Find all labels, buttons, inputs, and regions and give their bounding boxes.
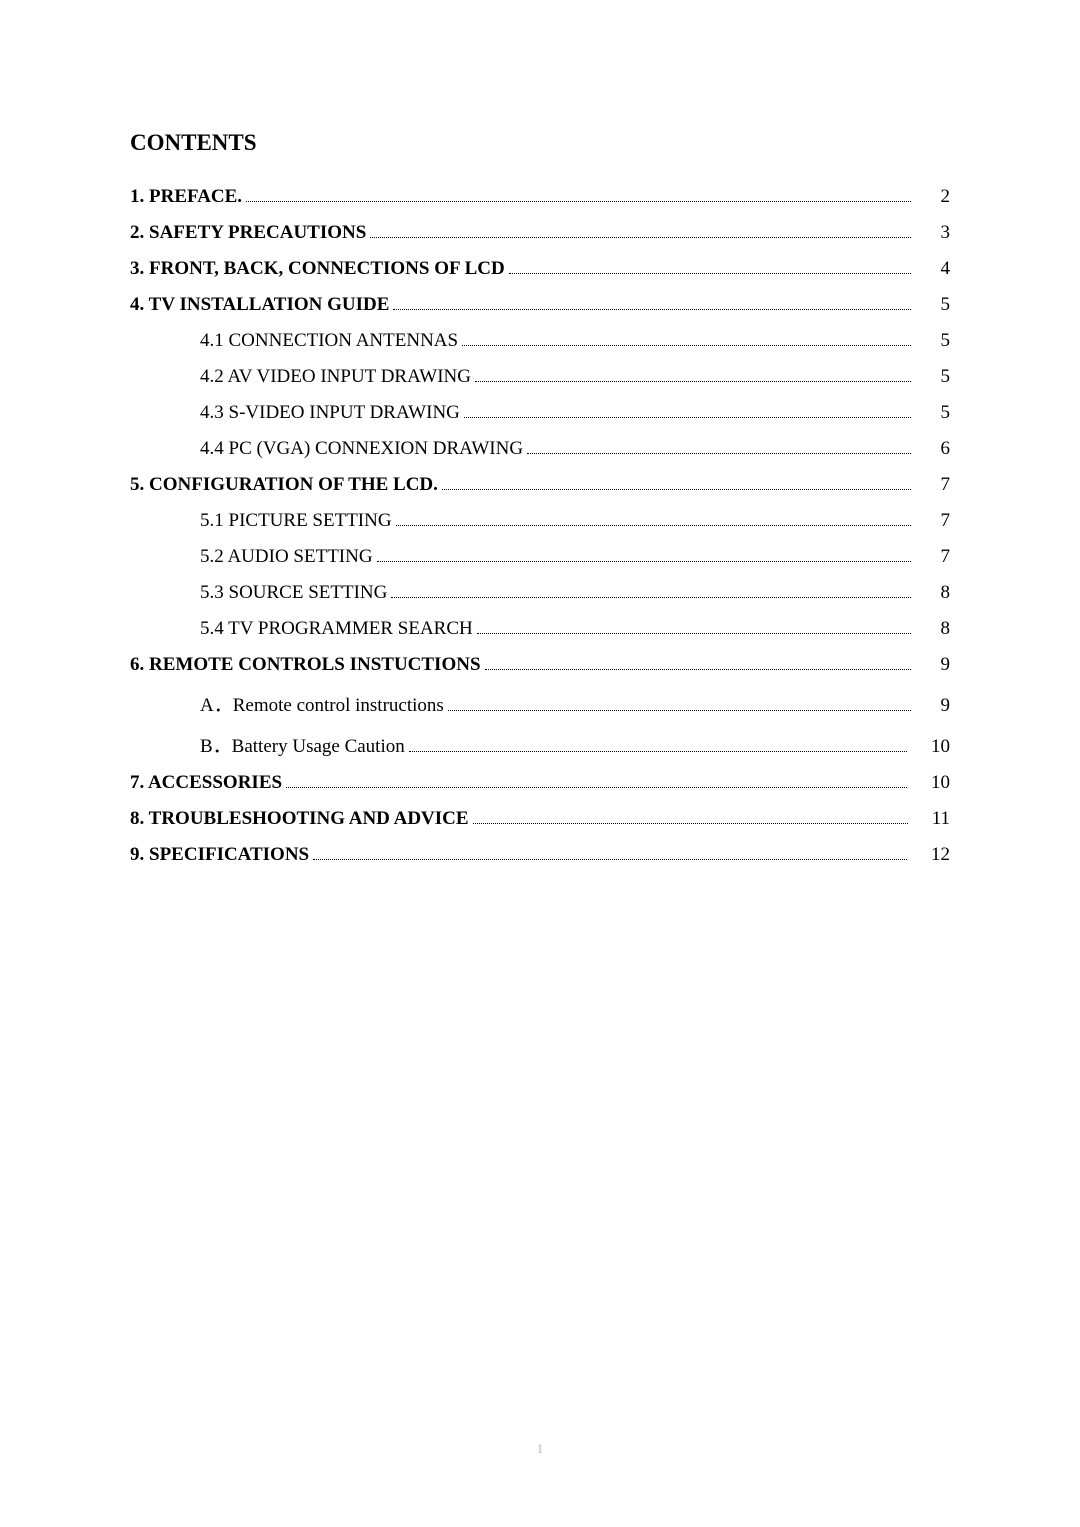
toc-label: 5. CONFIGURATION OF THE LCD. bbox=[130, 474, 438, 496]
toc-dots bbox=[396, 525, 911, 526]
toc-dots bbox=[464, 417, 911, 418]
toc-page: 2 bbox=[915, 186, 950, 208]
toc-page: 6 bbox=[915, 438, 950, 460]
toc-dots bbox=[527, 453, 911, 454]
toc-label: 3. FRONT, BACK, CONNECTIONS OF LCD bbox=[130, 258, 505, 280]
toc-label: 4. TV INSTALLATION GUIDE bbox=[130, 294, 389, 316]
toc-row: 4.4 PC (VGA) CONNEXION DRAWING 6 bbox=[130, 438, 950, 460]
toc-list: 1. PREFACE. 2 2. SAFETY PRECAUTIONS 3 3.… bbox=[130, 186, 950, 880]
toc-label: 7. ACCESSORIES bbox=[130, 772, 282, 794]
toc-page: 10 bbox=[911, 772, 950, 794]
toc-row: A．Remote control instructions 9 bbox=[130, 690, 950, 717]
toc-label: 6. REMOTE CONTROLS INSTUCTIONS bbox=[130, 654, 481, 676]
toc-row: 5.2 AUDIO SETTING 7 bbox=[130, 546, 950, 568]
toc-row: 1. PREFACE. 2 bbox=[130, 186, 950, 208]
toc-label: 4.4 PC (VGA) CONNEXION DRAWING bbox=[200, 438, 523, 460]
toc-row: 4. TV INSTALLATION GUIDE 5 bbox=[130, 294, 950, 316]
toc-label: 4.2 AV VIDEO INPUT DRAWING bbox=[200, 366, 471, 388]
toc-page: 12 bbox=[911, 844, 950, 866]
toc-page: 9 bbox=[915, 654, 950, 676]
toc-label: 4.3 S-VIDEO INPUT DRAWING bbox=[200, 402, 460, 424]
toc-page: 4 bbox=[915, 258, 950, 280]
toc-label: 5.1 PICTURE SETTING bbox=[200, 510, 392, 532]
toc-dots bbox=[393, 309, 911, 310]
toc-label: 1. PREFACE. bbox=[130, 186, 242, 208]
toc-page: 3 bbox=[915, 222, 950, 244]
toc-label: B．Battery Usage Caution bbox=[200, 731, 405, 758]
toc-dots bbox=[462, 345, 911, 346]
toc-row: 8. TROUBLESHOOTING AND ADVICE 11 bbox=[130, 808, 950, 830]
toc-dots bbox=[442, 489, 911, 490]
toc-dots bbox=[313, 859, 907, 860]
toc-row: 4.1 CONNECTION ANTENNAS 5 bbox=[130, 330, 950, 352]
toc-row: 9. SPECIFICATIONS 12 bbox=[130, 844, 950, 866]
toc-page: 5 bbox=[915, 330, 950, 352]
toc-row: 3. FRONT, BACK, CONNECTIONS OF LCD 4 bbox=[130, 258, 950, 280]
toc-row: 5.4 TV PROGRAMMER SEARCH 8 bbox=[130, 618, 950, 640]
toc-row: 7. ACCESSORIES 10 bbox=[130, 772, 950, 794]
toc-label: 5.3 SOURCE SETTING bbox=[200, 582, 387, 604]
toc-page: 5 bbox=[915, 402, 950, 424]
toc-page: 7 bbox=[915, 474, 950, 496]
toc-label: 5.4 TV PROGRAMMER SEARCH bbox=[200, 618, 473, 640]
toc-row: 6. REMOTE CONTROLS INSTUCTIONS 9 bbox=[130, 654, 950, 676]
toc-dots bbox=[391, 597, 911, 598]
contents-heading: CONTENTS bbox=[130, 130, 950, 156]
toc-dots bbox=[485, 669, 911, 670]
toc-page: 5 bbox=[915, 366, 950, 388]
page-number: 1 bbox=[0, 1441, 1080, 1457]
toc-page: 8 bbox=[915, 582, 950, 604]
toc-dots bbox=[509, 273, 911, 274]
toc-page: 11 bbox=[912, 808, 950, 830]
toc-dots bbox=[246, 201, 911, 202]
toc-row: 4.3 S-VIDEO INPUT DRAWING 5 bbox=[130, 402, 950, 424]
toc-page: 10 bbox=[911, 736, 950, 758]
toc-page: 7 bbox=[915, 546, 950, 568]
toc-row: 2. SAFETY PRECAUTIONS 3 bbox=[130, 222, 950, 244]
toc-label: 8. TROUBLESHOOTING AND ADVICE bbox=[130, 808, 469, 830]
toc-page: 5 bbox=[915, 294, 950, 316]
toc-dots bbox=[475, 381, 911, 382]
toc-label: 4.1 CONNECTION ANTENNAS bbox=[200, 330, 458, 352]
toc-page: 7 bbox=[915, 510, 950, 532]
toc-dots bbox=[370, 237, 911, 238]
toc-dots bbox=[409, 751, 907, 752]
toc-label: 9. SPECIFICATIONS bbox=[130, 844, 309, 866]
toc-dots bbox=[286, 787, 907, 788]
toc-page: 9 bbox=[915, 695, 950, 717]
toc-row: B．Battery Usage Caution 10 bbox=[130, 731, 950, 758]
toc-dots bbox=[473, 823, 908, 824]
toc-page: 8 bbox=[915, 618, 950, 640]
toc-label: 2. SAFETY PRECAUTIONS bbox=[130, 222, 366, 244]
toc-row: 5.1 PICTURE SETTING 7 bbox=[130, 510, 950, 532]
toc-dots bbox=[377, 561, 911, 562]
toc-row: 4.2 AV VIDEO INPUT DRAWING 5 bbox=[130, 366, 950, 388]
toc-dots bbox=[448, 710, 911, 711]
toc-label: 5.2 AUDIO SETTING bbox=[200, 546, 373, 568]
toc-row: 5. CONFIGURATION OF THE LCD. 7 bbox=[130, 474, 950, 496]
toc-row: 5.3 SOURCE SETTING 8 bbox=[130, 582, 950, 604]
toc-dots bbox=[477, 633, 911, 634]
toc-label: A．Remote control instructions bbox=[200, 690, 444, 717]
